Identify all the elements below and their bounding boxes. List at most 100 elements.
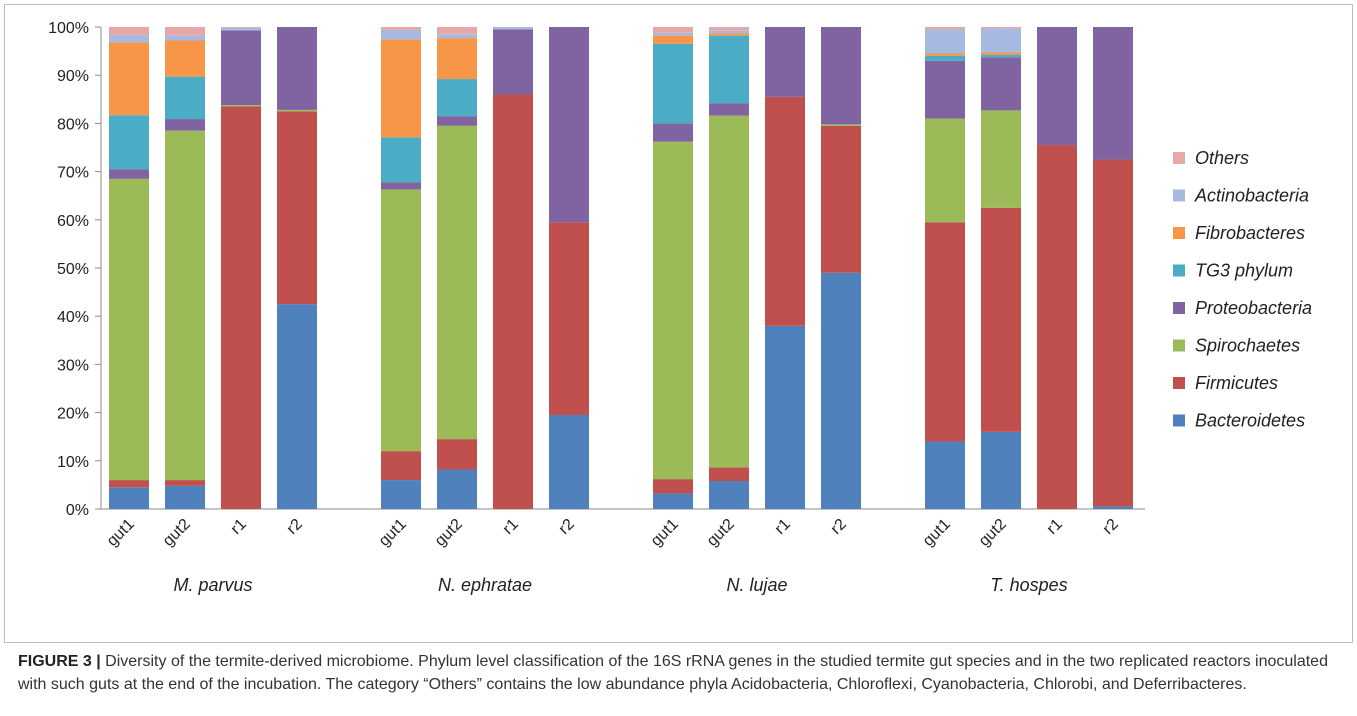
bar-segment [925, 29, 965, 54]
bar-segment [1093, 27, 1133, 160]
y-tick-label: 20% [57, 406, 89, 423]
bar-segment [925, 55, 965, 61]
bar-segment [437, 125, 477, 440]
x-tick-label: gut1 [376, 516, 410, 550]
bar-segment [221, 105, 261, 107]
x-tick-label: r1 [1044, 516, 1066, 538]
bar-segment [109, 178, 149, 481]
bar-segment [653, 43, 693, 124]
x-tick-label: r2 [1100, 516, 1122, 538]
x-tick-label: r1 [228, 516, 250, 538]
bar-segment [109, 35, 149, 43]
bar-segment [437, 34, 477, 39]
bar-segment [493, 29, 533, 95]
bar-segment [925, 27, 965, 30]
bar-segment [653, 35, 693, 44]
bar-segment [653, 493, 693, 509]
x-tick-label: gut2 [160, 516, 194, 550]
bar-segment [437, 439, 477, 470]
bar-segment [821, 124, 861, 126]
bar-segment [549, 415, 589, 509]
bar-segment [109, 27, 149, 36]
x-tick-label: gut1 [920, 516, 954, 550]
y-tick-label: 100% [48, 20, 89, 37]
legend-swatch [1173, 227, 1185, 239]
legend-label: Others [1195, 148, 1249, 168]
bar-segment [221, 27, 261, 28]
bar-segment [277, 304, 317, 509]
legend-swatch [1173, 264, 1185, 277]
x-tick-label: gut1 [648, 516, 682, 550]
group-label: N. lujae [726, 575, 787, 595]
figure-caption: FIGURE 3 | Diversity of the termite-deri… [18, 650, 1338, 696]
legend-swatch [1173, 414, 1185, 427]
bar-segment [381, 182, 421, 190]
y-tick-label: 30% [57, 357, 89, 374]
bar-segment [381, 29, 421, 40]
bar-segment [165, 130, 205, 481]
legend-label: Bacteroidetes [1195, 411, 1305, 431]
chart-frame: 0% 10% 20% 30% 40% 50% 60% 70% 80% 90% 100% gut1 gut… [4, 4, 1353, 643]
y-tick-label: 50% [57, 261, 89, 278]
bar-segment [437, 27, 477, 35]
group-label: N. ephratae [438, 575, 532, 595]
bar-segment [981, 28, 1021, 53]
bar-segment [1093, 506, 1133, 509]
bar-segment [437, 38, 477, 80]
bar-segment [981, 52, 1021, 55]
bar-segment [549, 27, 589, 223]
bar-segment [165, 480, 205, 486]
y-tick-label: 40% [57, 309, 89, 326]
bar-segment [821, 125, 861, 273]
legend-swatch [1173, 189, 1185, 202]
bar-segment [653, 141, 693, 480]
bar-segment [709, 115, 749, 468]
bar-segment [221, 30, 261, 106]
bar-segment [765, 325, 805, 509]
bar-segment [925, 441, 965, 509]
group-label: T. hospes [990, 575, 1067, 595]
bar-segment [709, 30, 749, 34]
bar-segment [437, 79, 477, 117]
bar-segment [1037, 27, 1077, 146]
bar-segment [981, 54, 1021, 58]
legend-label: Spirochaetes [1195, 336, 1300, 356]
bar-segment [653, 32, 693, 36]
bar-segment [709, 103, 749, 116]
y-tick-label: 0% [66, 502, 89, 519]
y-tick-label: 60% [57, 213, 89, 230]
bar-segment [165, 27, 205, 36]
x-tick-label: r1 [500, 516, 522, 538]
stacked-bar-chart: 0% 10% 20% 30% 40% 50% 60% 70% 80% 90% 100% gut1 gut… [48, 20, 1312, 595]
legend-swatch [1173, 152, 1185, 164]
bar-segment [381, 189, 421, 452]
bar-segment [165, 76, 205, 120]
y-tick-label: 90% [57, 68, 89, 85]
bar-segment [109, 169, 149, 179]
x-tick-label: r1 [772, 516, 794, 538]
bar-segment [493, 94, 533, 509]
bar-segment [221, 106, 261, 509]
x-tick-label: gut2 [432, 516, 466, 550]
bar-segment [709, 27, 749, 31]
bar-segment [765, 27, 805, 97]
bar-segment [1037, 145, 1077, 509]
y-tick-label: 70% [57, 165, 89, 182]
bar-segment [981, 207, 1021, 432]
bar-segment [709, 33, 749, 36]
bar-segment [381, 451, 421, 481]
bar-segment [709, 35, 749, 104]
x-tick-label: r2 [828, 516, 850, 538]
bar-segment [1093, 159, 1133, 507]
bar-segment [981, 431, 1021, 509]
legend-swatch [1173, 377, 1185, 389]
legend-label: Firmicutes [1195, 373, 1278, 393]
bar-segment [277, 111, 317, 305]
y-tick-label: 10% [57, 454, 89, 471]
bar-segment [981, 27, 1021, 29]
bar-segment [437, 116, 477, 126]
bar-segment [381, 480, 421, 509]
bar-segment [925, 222, 965, 442]
figure-label: FIGURE 3 | [18, 653, 101, 670]
bar-segment [109, 487, 149, 509]
